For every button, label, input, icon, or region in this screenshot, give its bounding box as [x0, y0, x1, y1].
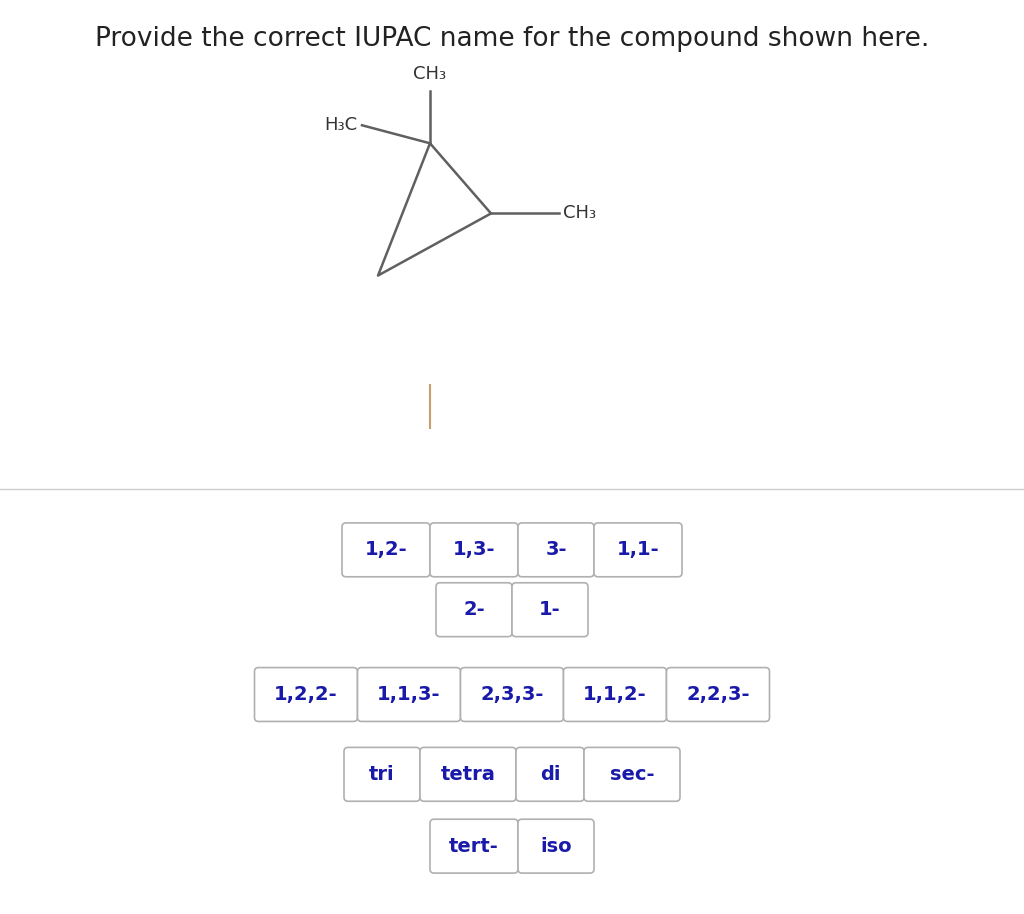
- FancyBboxPatch shape: [518, 819, 594, 873]
- FancyBboxPatch shape: [357, 667, 461, 721]
- Text: CH₃: CH₃: [563, 205, 596, 222]
- Text: Provide the correct IUPAC name for the compound shown here.: Provide the correct IUPAC name for the c…: [95, 27, 929, 52]
- Text: 1,1,3-: 1,1,3-: [377, 685, 440, 704]
- Text: sec-: sec-: [609, 765, 654, 784]
- FancyBboxPatch shape: [563, 667, 667, 721]
- Text: di: di: [540, 765, 560, 784]
- Text: H₃C: H₃C: [324, 116, 357, 134]
- FancyBboxPatch shape: [436, 583, 512, 637]
- Text: 1,1-: 1,1-: [616, 540, 659, 559]
- FancyBboxPatch shape: [344, 748, 420, 802]
- Text: iso: iso: [541, 836, 571, 856]
- FancyBboxPatch shape: [461, 667, 563, 721]
- FancyBboxPatch shape: [420, 748, 516, 802]
- Text: 1,2,2-: 1,2,2-: [274, 685, 338, 704]
- FancyBboxPatch shape: [584, 748, 680, 802]
- Text: 2,2,3-: 2,2,3-: [686, 685, 750, 704]
- Text: tetra: tetra: [440, 765, 496, 784]
- Text: 1,1,2-: 1,1,2-: [584, 685, 647, 704]
- FancyBboxPatch shape: [342, 523, 430, 577]
- Text: 3-: 3-: [545, 540, 566, 559]
- FancyBboxPatch shape: [516, 748, 584, 802]
- Text: 1-: 1-: [540, 600, 561, 619]
- FancyBboxPatch shape: [512, 583, 588, 637]
- Text: tri: tri: [370, 765, 395, 784]
- Text: 1,3-: 1,3-: [453, 540, 496, 559]
- FancyBboxPatch shape: [430, 819, 518, 873]
- Text: 2,3,3-: 2,3,3-: [480, 685, 544, 704]
- Text: CH₃: CH₃: [414, 65, 446, 83]
- FancyBboxPatch shape: [255, 667, 357, 721]
- Text: tert-: tert-: [450, 836, 499, 856]
- FancyBboxPatch shape: [518, 523, 594, 577]
- FancyBboxPatch shape: [430, 523, 518, 577]
- FancyBboxPatch shape: [594, 523, 682, 577]
- FancyBboxPatch shape: [667, 667, 769, 721]
- Text: 1,2-: 1,2-: [365, 540, 408, 559]
- Text: 2-: 2-: [463, 600, 484, 619]
